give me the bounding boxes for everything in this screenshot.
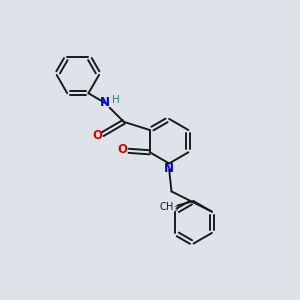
- Text: N: N: [100, 96, 110, 109]
- Text: O: O: [117, 143, 127, 156]
- Text: O: O: [92, 129, 102, 142]
- Text: H: H: [112, 95, 120, 105]
- Text: CH$_3$: CH$_3$: [159, 200, 179, 214]
- Text: N: N: [164, 162, 174, 175]
